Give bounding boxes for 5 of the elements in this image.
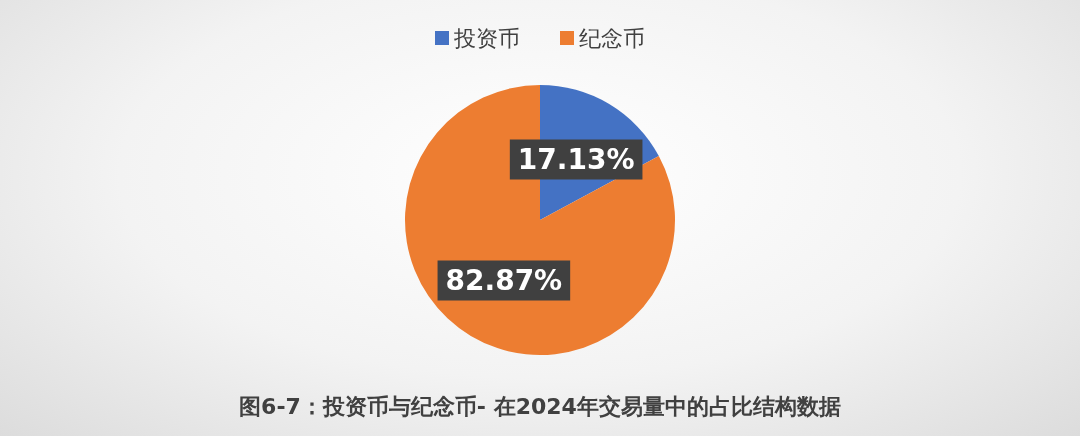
legend-label: 纪念币 [579,25,645,51]
legend-label: 投资币 [453,25,520,51]
data-label: 17.13% [517,142,635,176]
text: 图6-7：投资币与纪念币- 在2024年交易量中的占比结构数据 [239,393,841,419]
data-label: 82.87% [445,264,563,298]
